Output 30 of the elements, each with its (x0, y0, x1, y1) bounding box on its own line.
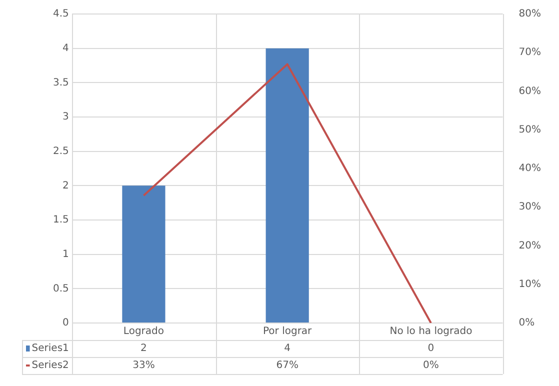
data-label: 0% (423, 360, 439, 372)
y-tick-label: 0.5 (52, 283, 69, 294)
y-tick-label: 0 (62, 318, 69, 329)
data-label: 0 (428, 343, 434, 354)
data-label: 2 (140, 343, 147, 354)
data-label: 67% (276, 360, 298, 372)
y-tick-label: 1.5 (52, 214, 69, 226)
y-tick-label: 1 (62, 248, 69, 260)
y2-tick-label: 20% (518, 240, 542, 252)
x-tick-label: Logrado (123, 326, 164, 338)
y2-tick-label: 80% (518, 8, 542, 20)
y2-tick-label: 40% (518, 163, 542, 174)
x-tick-label: No lo ha logrado (390, 326, 472, 338)
y2-tick-label: 50% (518, 124, 542, 136)
y-tick-label: 2.5 (52, 146, 69, 157)
y2-tick-label: 10% (518, 278, 542, 290)
y-tick-label: 2 (62, 180, 69, 192)
y2-tick-label: 0% (518, 318, 535, 329)
x-tick-label: Por lograr (262, 326, 313, 338)
y-tick-label: 3 (62, 112, 69, 123)
y-tick-label: 4.5 (52, 8, 69, 20)
y2-tick-label: 70% (518, 47, 542, 58)
y2-tick-label: 30% (518, 202, 542, 213)
data-label: 33% (132, 360, 155, 372)
legend-label: Series1 (32, 343, 69, 354)
y2-tick-label: 60% (518, 86, 542, 97)
legend-label: Series2 (32, 360, 69, 372)
y-tick-label: 3.5 (52, 77, 69, 88)
y-tick-label: 4 (62, 42, 69, 54)
data-label: 4 (284, 343, 291, 354)
